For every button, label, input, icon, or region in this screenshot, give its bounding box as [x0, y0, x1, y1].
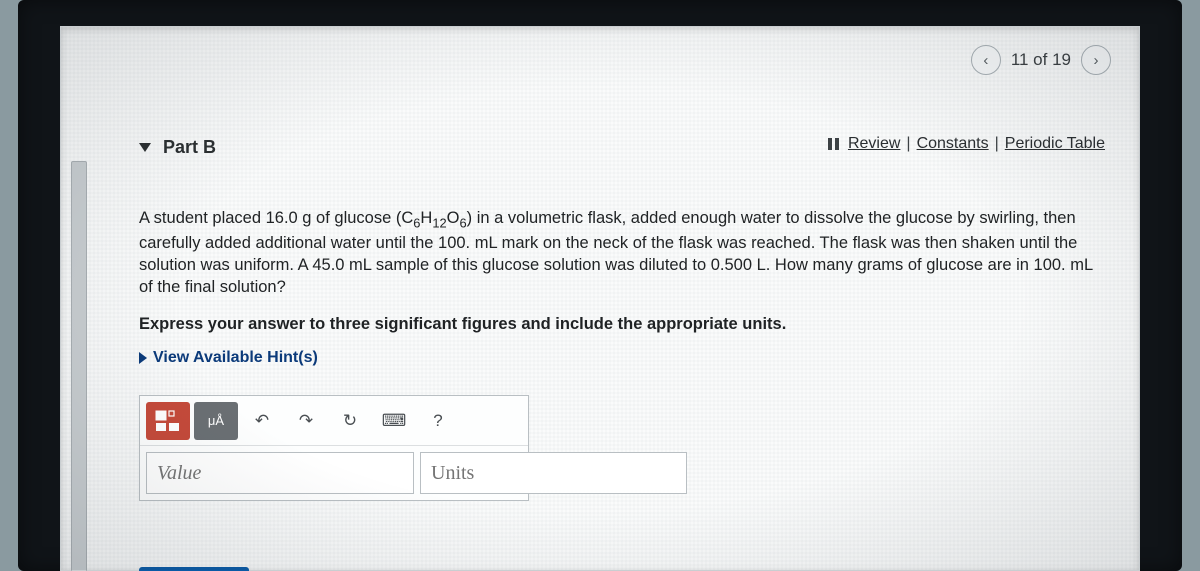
- undo-button[interactable]: ↶: [242, 402, 282, 440]
- link-sep: |: [995, 135, 999, 153]
- keyboard-button[interactable]: ⌨: [374, 402, 414, 440]
- subsup-button[interactable]: μÅ: [194, 402, 238, 440]
- periodic-table-link[interactable]: Periodic Table: [1005, 135, 1105, 153]
- next-button[interactable]: ›: [1081, 45, 1111, 75]
- reset-button[interactable]: ↻: [330, 402, 370, 440]
- subsup-label: μÅ: [208, 413, 224, 428]
- link-sep: |: [906, 135, 910, 153]
- left-rail: [71, 161, 87, 571]
- constants-link[interactable]: Constants: [917, 135, 989, 153]
- device-bezel: ‹ 11 of 19 › Review | Constants | Period…: [18, 0, 1182, 571]
- question-text: A student placed 16.0 g of glucose (C6H1…: [139, 207, 1099, 298]
- help-button[interactable]: ?: [418, 402, 458, 440]
- pause-icon: [828, 138, 842, 150]
- review-link[interactable]: Review: [848, 135, 900, 153]
- page-surface: ‹ 11 of 19 › Review | Constants | Period…: [60, 26, 1140, 571]
- view-hints-button[interactable]: View Available Hint(s): [139, 349, 318, 367]
- part-header[interactable]: Part B: [139, 137, 216, 158]
- inputs-row: [140, 446, 528, 500]
- question-nav: ‹ 11 of 19 ›: [971, 45, 1111, 75]
- resource-links: Review | Constants | Periodic Table: [828, 135, 1105, 153]
- units-input[interactable]: [420, 452, 687, 494]
- redo-button[interactable]: ↷: [286, 402, 326, 440]
- collapse-icon: [139, 143, 151, 152]
- submit-button[interactable]: [139, 567, 249, 571]
- prev-button[interactable]: ‹: [971, 45, 1001, 75]
- answer-instruction: Express your answer to three significant…: [139, 315, 1099, 334]
- templates-icon: [155, 410, 181, 432]
- hints-label: View Available Hint(s): [153, 349, 318, 367]
- nav-position: 11 of 19: [1011, 50, 1071, 70]
- part-label: Part B: [163, 137, 216, 158]
- value-input[interactable]: [146, 452, 414, 494]
- answer-toolbar: μÅ ↶ ↷ ↻ ⌨ ?: [140, 396, 528, 446]
- answer-box: μÅ ↶ ↷ ↻ ⌨ ?: [139, 395, 529, 501]
- templates-button[interactable]: [146, 402, 190, 440]
- chevron-right-icon: [139, 352, 147, 364]
